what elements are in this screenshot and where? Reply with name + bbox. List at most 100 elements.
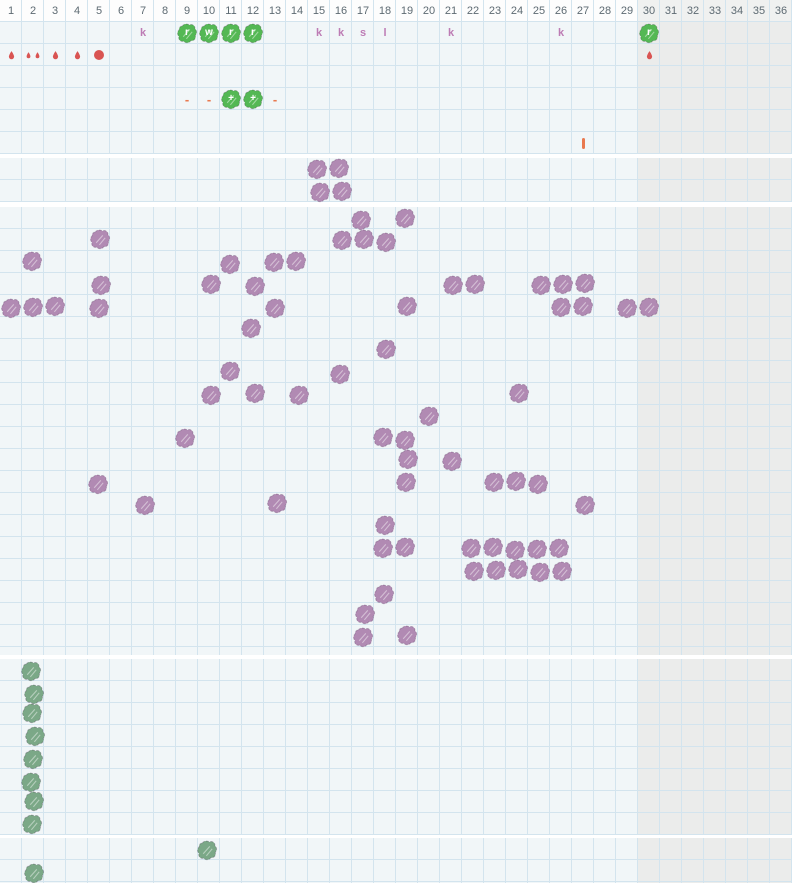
harvest-blob-icon[interactable] bbox=[375, 231, 397, 253]
sow-blob-icon[interactable]: + bbox=[220, 88, 242, 110]
sow-blob-icon[interactable]: + bbox=[242, 88, 264, 110]
annotation-letter[interactable]: k bbox=[315, 26, 323, 39]
harvest-blob-icon[interactable] bbox=[373, 583, 395, 605]
sow-blob-icon[interactable]: r bbox=[242, 22, 264, 44]
harvest-blob-icon[interactable] bbox=[397, 448, 419, 470]
sow-blob-icon[interactable]: r bbox=[220, 22, 242, 44]
annotation-letter[interactable]: k bbox=[557, 26, 565, 39]
plant-blob-icon[interactable] bbox=[21, 702, 43, 724]
harvest-blob-icon[interactable] bbox=[329, 363, 351, 385]
harvest-blob-icon[interactable] bbox=[574, 272, 596, 294]
harvest-blob-icon[interactable] bbox=[354, 603, 376, 625]
harvest-blob-icon[interactable] bbox=[372, 537, 394, 559]
harvest-blob-icon[interactable] bbox=[638, 296, 660, 318]
sow-blob-icon[interactable]: r bbox=[176, 22, 198, 44]
harvest-blob-icon[interactable] bbox=[21, 250, 43, 272]
dash-marker[interactable]: - bbox=[206, 91, 212, 107]
sow-blob-icon[interactable]: w bbox=[198, 22, 220, 44]
harvest-blob-icon[interactable] bbox=[464, 273, 486, 295]
harvest-blob-icon[interactable] bbox=[240, 317, 262, 339]
harvest-blob-icon[interactable] bbox=[548, 537, 570, 559]
annotation-letter[interactable]: k bbox=[447, 26, 455, 39]
harvest-blob-icon[interactable] bbox=[174, 427, 196, 449]
harvest-blob-icon[interactable] bbox=[482, 536, 504, 558]
harvest-blob-icon[interactable] bbox=[134, 494, 156, 516]
harvest-blob-icon[interactable] bbox=[288, 384, 310, 406]
harvest-blob-icon[interactable] bbox=[264, 297, 286, 319]
harvest-blob-icon[interactable] bbox=[44, 295, 66, 317]
harvest-blob-icon[interactable] bbox=[527, 473, 549, 495]
harvest-blob-icon[interactable] bbox=[442, 274, 464, 296]
harvest-blob-icon[interactable] bbox=[505, 470, 527, 492]
harvest-blob-icon[interactable] bbox=[328, 157, 350, 179]
plant-blob-icon[interactable] bbox=[22, 748, 44, 770]
harvest-blob-icon[interactable] bbox=[22, 296, 44, 318]
harvest-blob-icon[interactable] bbox=[306, 158, 328, 180]
harvest-blob-icon[interactable] bbox=[374, 514, 396, 536]
harvest-blob-icon[interactable] bbox=[550, 296, 572, 318]
harvest-blob-icon[interactable] bbox=[88, 297, 110, 319]
water-drop-icon[interactable] bbox=[44, 44, 66, 66]
plant-blob-icon[interactable] bbox=[23, 862, 45, 883]
plant-blob-icon[interactable] bbox=[21, 813, 43, 835]
harvest-blob-icon[interactable] bbox=[244, 275, 266, 297]
harvest-blob-icon[interactable] bbox=[483, 471, 505, 493]
harvest-blob-icon[interactable] bbox=[200, 273, 222, 295]
plant-blob-icon[interactable] bbox=[20, 660, 42, 682]
harvest-blob-icon[interactable] bbox=[375, 338, 397, 360]
harvest-blob-icon[interactable] bbox=[572, 295, 594, 317]
harvest-blob-icon[interactable] bbox=[508, 382, 530, 404]
harvest-blob-icon[interactable] bbox=[200, 384, 222, 406]
harvest-blob-icon[interactable] bbox=[89, 228, 111, 250]
harvest-blob-icon[interactable] bbox=[331, 229, 353, 251]
water-drop-icon[interactable] bbox=[0, 44, 22, 66]
dash-marker[interactable]: - bbox=[272, 91, 278, 107]
harvest-blob-icon[interactable] bbox=[418, 405, 440, 427]
harvest-blob-icon[interactable] bbox=[574, 494, 596, 516]
harvest-blob-icon[interactable] bbox=[372, 426, 394, 448]
annotation-letter[interactable]: s bbox=[359, 26, 367, 39]
plant-blob-icon[interactable] bbox=[23, 790, 45, 812]
water-drop-icon[interactable] bbox=[638, 44, 660, 66]
harvest-blob-icon[interactable] bbox=[460, 537, 482, 559]
harvest-blob-icon[interactable] bbox=[551, 560, 573, 582]
harvest-blob-icon[interactable] bbox=[463, 560, 485, 582]
harvest-blob-icon[interactable] bbox=[396, 624, 418, 646]
harvest-blob-icon[interactable] bbox=[526, 538, 548, 560]
harvest-blob-icon[interactable] bbox=[263, 251, 285, 273]
dash-marker[interactable]: - bbox=[184, 91, 190, 107]
harvest-blob-icon[interactable] bbox=[507, 558, 529, 580]
harvest-blob-icon[interactable] bbox=[552, 273, 574, 295]
harvest-blob-icon[interactable] bbox=[352, 626, 374, 648]
annotation-letter[interactable]: k bbox=[139, 26, 147, 39]
plant-blob-icon[interactable] bbox=[196, 839, 218, 861]
harvest-blob-icon[interactable] bbox=[395, 471, 417, 493]
annotation-letter[interactable]: k bbox=[337, 26, 345, 39]
harvest-blob-icon[interactable] bbox=[219, 253, 241, 275]
harvest-blob-icon[interactable] bbox=[441, 450, 463, 472]
harvest-blob-icon[interactable] bbox=[353, 228, 375, 250]
harvest-blob-icon[interactable] bbox=[87, 473, 109, 495]
water-dot-icon[interactable] bbox=[88, 44, 110, 66]
annotation-letter[interactable]: l bbox=[383, 26, 387, 39]
harvest-blob-icon[interactable] bbox=[394, 536, 416, 558]
harvest-blob-icon[interactable] bbox=[530, 274, 552, 296]
water-drop-icon[interactable] bbox=[66, 44, 88, 66]
harvest-blob-icon[interactable] bbox=[90, 274, 112, 296]
bar-marker-icon[interactable] bbox=[572, 132, 594, 154]
harvest-blob-icon[interactable] bbox=[485, 559, 507, 581]
harvest-blob-icon[interactable] bbox=[244, 382, 266, 404]
harvest-blob-icon[interactable] bbox=[285, 250, 307, 272]
harvest-blob-icon[interactable] bbox=[394, 207, 416, 229]
harvest-blob-icon[interactable] bbox=[396, 295, 418, 317]
harvest-blob-icon[interactable] bbox=[616, 297, 638, 319]
harvest-blob-icon[interactable] bbox=[309, 181, 331, 203]
harvest-blob-icon[interactable] bbox=[331, 180, 353, 202]
harvest-blob-icon[interactable] bbox=[529, 561, 551, 583]
plant-blob-icon[interactable] bbox=[24, 725, 46, 747]
harvest-blob-icon[interactable] bbox=[0, 297, 22, 319]
sow-blob-icon[interactable]: r bbox=[638, 22, 660, 44]
water-drops-icon[interactable] bbox=[22, 44, 44, 66]
harvest-blob-icon[interactable] bbox=[219, 360, 241, 382]
harvest-blob-icon[interactable] bbox=[266, 492, 288, 514]
